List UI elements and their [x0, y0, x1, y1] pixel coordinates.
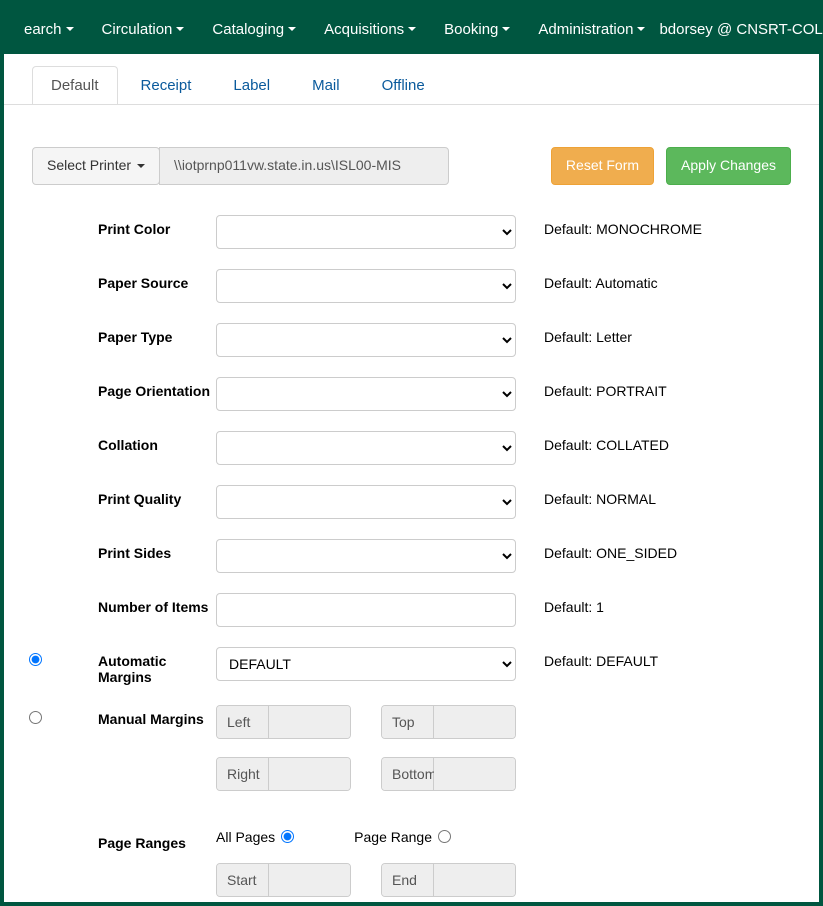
margin-right-group: Right — [216, 757, 351, 791]
tab-offline[interactable]: Offline — [363, 66, 444, 104]
print-sides-select[interactable] — [216, 539, 516, 573]
margin-top-addon: Top — [382, 706, 434, 738]
reset-form-button[interactable]: Reset Form — [551, 147, 654, 185]
print-color-default: Default: MONOCHROME — [516, 215, 702, 237]
margin-left-input[interactable] — [269, 706, 350, 738]
nav-cataloging[interactable]: Cataloging — [198, 6, 310, 53]
number-items-input[interactable] — [216, 593, 516, 627]
all-pages-radio[interactable] — [281, 830, 294, 843]
toolbar: Select Printer \\iotprnp011vw.state.in.u… — [4, 105, 819, 195]
user-label[interactable]: bdorsey @ CNSRT-COL-is — [659, 21, 823, 38]
page-orientation-select[interactable] — [216, 377, 516, 411]
margin-left-addon: Left — [217, 706, 269, 738]
number-items-default: Default: 1 — [516, 593, 604, 615]
print-color-select[interactable] — [216, 215, 516, 249]
all-pages-option[interactable]: All Pages — [216, 829, 294, 845]
chevron-down-icon — [502, 27, 510, 31]
collation-label: Collation — [24, 431, 216, 453]
margin-top-group: Top — [381, 705, 516, 739]
nav-search[interactable]: earch — [10, 6, 88, 53]
navbar: earch Circulation Cataloging Acquisition… — [4, 4, 819, 54]
page-start-input[interactable] — [269, 864, 350, 896]
nav-acquisitions[interactable]: Acquisitions — [310, 6, 430, 53]
page-range-option[interactable]: Page Range — [354, 829, 451, 845]
auto-margins-default: Default: DEFAULT — [516, 647, 658, 669]
auto-margins-radio[interactable] — [29, 653, 42, 666]
auto-margins-label: Automatic Margins — [46, 647, 216, 685]
print-sides-label: Print Sides — [24, 539, 216, 561]
nav-circulation[interactable]: Circulation — [88, 6, 199, 53]
select-printer-button[interactable]: Select Printer — [32, 147, 160, 185]
print-sides-default: Default: ONE_SIDED — [516, 539, 677, 561]
page-orientation-default: Default: PORTRAIT — [516, 377, 667, 399]
tabs: Default Receipt Label Mail Offline — [4, 54, 819, 105]
paper-source-select[interactable] — [216, 269, 516, 303]
chevron-down-icon — [176, 27, 184, 31]
margin-right-addon: Right — [217, 758, 269, 790]
nav-administration[interactable]: Administration — [524, 6, 659, 53]
margin-bottom-input[interactable] — [434, 758, 515, 790]
nav-booking[interactable]: Booking — [430, 6, 524, 53]
paper-source-label: Paper Source — [24, 269, 216, 291]
chevron-down-icon — [137, 164, 145, 168]
margin-left-group: Left — [216, 705, 351, 739]
chevron-down-icon — [66, 27, 74, 31]
margin-top-input[interactable] — [434, 706, 515, 738]
print-quality-default: Default: NORMAL — [516, 485, 656, 507]
paper-type-select[interactable] — [216, 323, 516, 357]
margin-bottom-addon: Bottom — [382, 758, 434, 790]
paper-type-label: Paper Type — [24, 323, 216, 345]
page-orientation-label: Page Orientation — [24, 377, 216, 399]
auto-margins-select[interactable]: DEFAULT — [216, 647, 516, 681]
paper-type-default: Default: Letter — [516, 323, 632, 345]
chevron-down-icon — [288, 27, 296, 31]
paper-source-default: Default: Automatic — [516, 269, 658, 291]
tab-label[interactable]: Label — [214, 66, 289, 104]
printer-path: \\iotprnp011vw.state.in.us\ISL00-MIS — [159, 147, 449, 185]
page-range-radio[interactable] — [438, 830, 451, 843]
manual-margins-radio[interactable] — [29, 711, 42, 724]
page-end-group: End — [381, 863, 516, 897]
collation-default: Default: COLLATED — [516, 431, 669, 453]
apply-changes-button[interactable]: Apply Changes — [666, 147, 791, 185]
chevron-down-icon — [637, 27, 645, 31]
page-start-group: Start — [216, 863, 351, 897]
manual-margins-label: Manual Margins — [46, 705, 216, 727]
chevron-down-icon — [408, 27, 416, 31]
print-color-label: Print Color — [24, 215, 216, 237]
page-end-input[interactable] — [434, 864, 515, 896]
page-ranges-label: Page Ranges — [24, 829, 216, 851]
page-start-addon: Start — [217, 864, 269, 896]
collation-select[interactable] — [216, 431, 516, 465]
margin-right-input[interactable] — [269, 758, 350, 790]
page-end-addon: End — [382, 864, 434, 896]
tab-default[interactable]: Default — [32, 66, 118, 104]
margin-bottom-group: Bottom — [381, 757, 516, 791]
tab-mail[interactable]: Mail — [293, 66, 359, 104]
print-quality-label: Print Quality — [24, 485, 216, 507]
number-items-label: Number of Items — [24, 593, 216, 615]
print-quality-select[interactable] — [216, 485, 516, 519]
tab-receipt[interactable]: Receipt — [122, 66, 211, 104]
